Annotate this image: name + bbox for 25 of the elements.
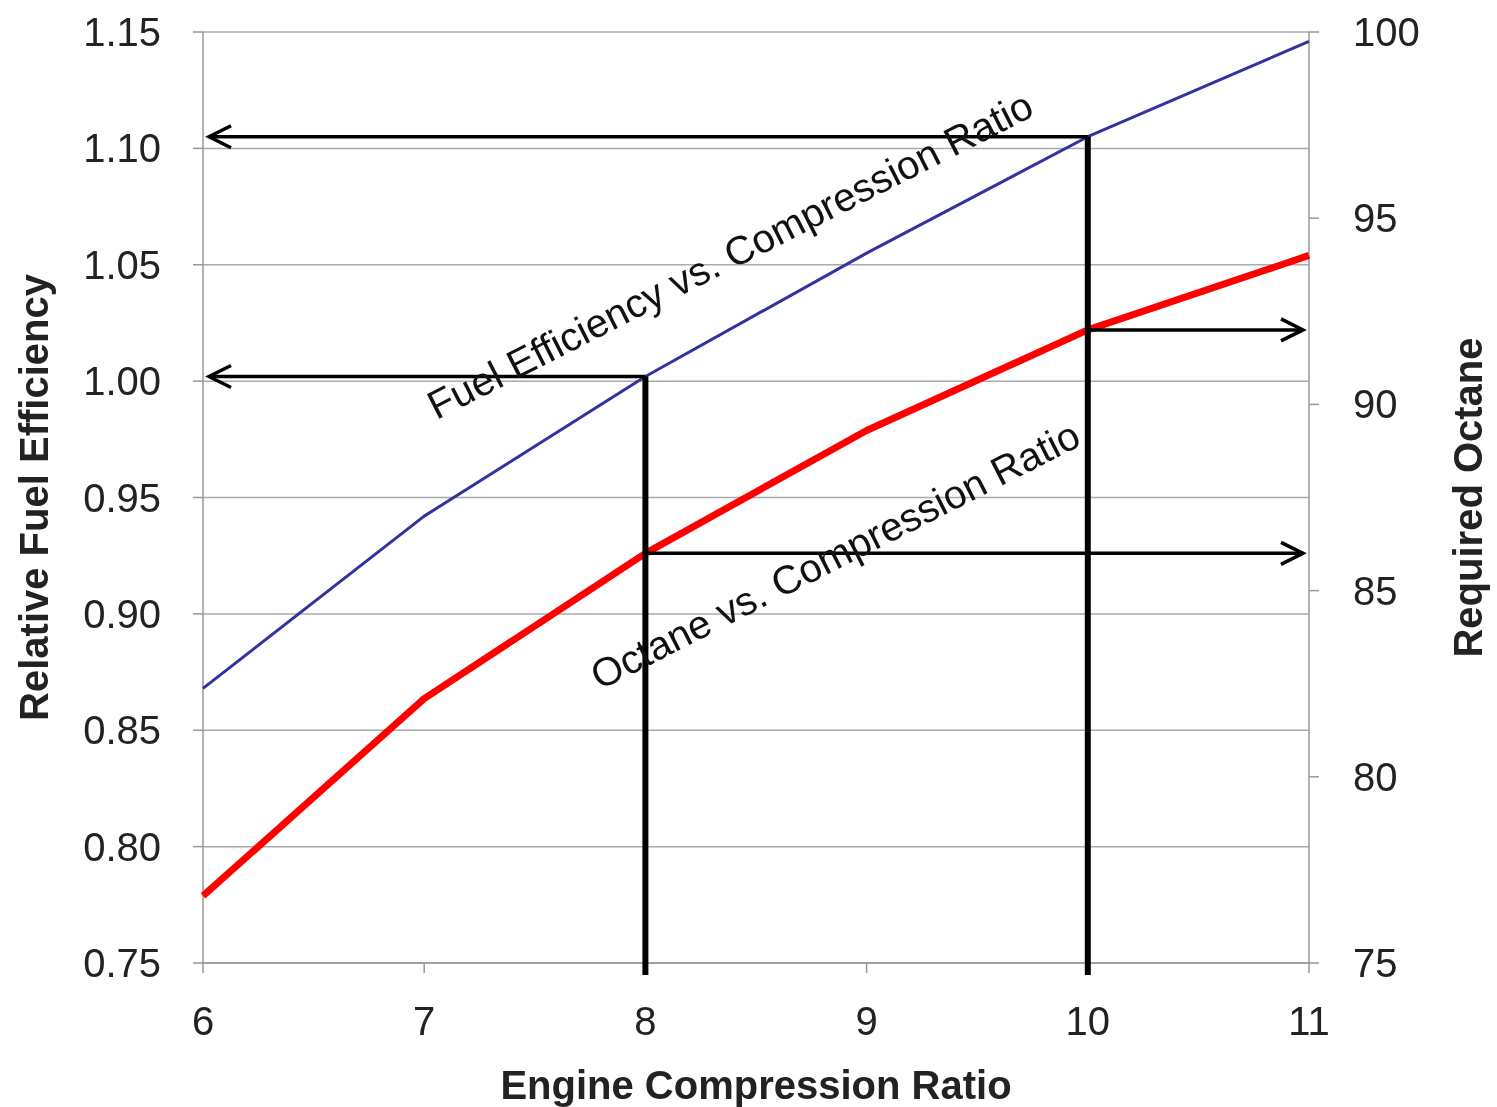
y2-tick-label: 85 bbox=[1353, 568, 1398, 613]
x-tick-label: 8 bbox=[634, 999, 657, 1043]
y-tick-label: 0.75 bbox=[83, 941, 161, 985]
y-tick-label: 0.90 bbox=[83, 591, 161, 636]
x-tick-label: 7 bbox=[413, 999, 436, 1043]
y-tick-label: 1.10 bbox=[83, 126, 161, 171]
line-series bbox=[201, 39, 1311, 690]
x-tick-label: 10 bbox=[1065, 999, 1111, 1043]
y-tick-label: 1.15 bbox=[83, 10, 161, 54]
y2-tick-label: 90 bbox=[1353, 382, 1398, 427]
y2-tick-label: 95 bbox=[1353, 196, 1398, 241]
x-tick-label: 6 bbox=[191, 999, 215, 1043]
y-tick-label: 0.80 bbox=[83, 824, 161, 869]
y-tick-label: 0.95 bbox=[83, 475, 161, 520]
y-tick-label: 0.85 bbox=[83, 708, 161, 753]
y-tick-label: 1.05 bbox=[83, 242, 161, 287]
y2-tick-label: 80 bbox=[1353, 754, 1398, 799]
y2-axis-title: Required Octane bbox=[1446, 337, 1490, 658]
y2-tick-label: 75 bbox=[1353, 941, 1398, 985]
x-tick-label: 11 bbox=[1288, 999, 1330, 1043]
y-axis-title: Relative Fuel Efficiency bbox=[12, 273, 56, 721]
x-axis-title: Engine Compression Ratio bbox=[500, 1063, 1012, 1107]
y2-tick-label: 100 bbox=[1353, 10, 1420, 54]
y-tick-label: 1.00 bbox=[83, 359, 161, 404]
x-tick-label: 9 bbox=[855, 999, 878, 1043]
